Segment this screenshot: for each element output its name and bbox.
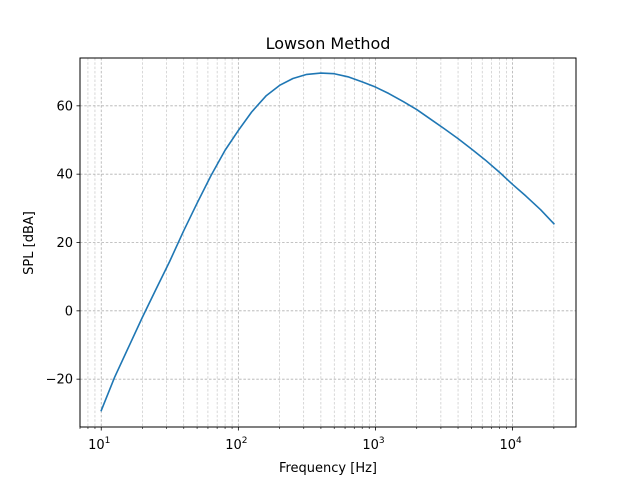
series-line <box>100 72 556 412</box>
x-tick-label: 103 <box>362 436 384 453</box>
y-tick-label: 0 <box>65 304 73 319</box>
y-axis-label: SPL [dBA] <box>22 211 37 275</box>
x-tick-label: 104 <box>499 436 522 453</box>
y-tick-label: 60 <box>56 99 73 114</box>
chart-title: Lowson Method <box>266 34 391 53</box>
y-tick-label: 20 <box>56 236 73 251</box>
x-tick-label: 102 <box>225 436 247 453</box>
grid-layer <box>79 58 576 427</box>
y-tick-label: −20 <box>46 373 73 388</box>
y-tick-label: 40 <box>56 168 73 183</box>
tick-layer: −20 0 20 40 60 101 102 103 104 <box>46 99 555 453</box>
data-layer <box>100 72 556 412</box>
x-axis-label: Frequency [Hz] <box>279 461 377 476</box>
x-tick-label: 101 <box>88 436 110 453</box>
